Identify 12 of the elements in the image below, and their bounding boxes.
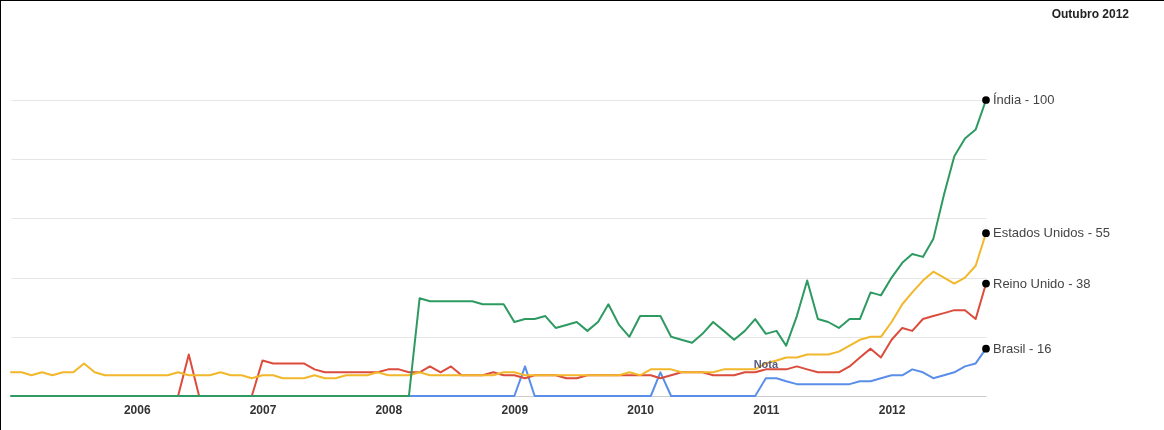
x-tick-label: 2009 [501, 402, 529, 417]
x-tick-label: 2011 [753, 402, 780, 417]
series-label: Brasil - 16 [993, 340, 1052, 356]
series-label: Reino Unido - 38 [993, 275, 1091, 291]
x-tick-label: 2008 [375, 402, 403, 417]
text: Outubro 2012 [1051, 7, 1130, 21]
series-label: Estados Unidos - 55 [993, 225, 1111, 241]
x-tick-label: 2006 [123, 402, 151, 417]
x-tick-label: 2010 [627, 402, 655, 417]
x-tick-label: 2007 [249, 402, 277, 417]
x-tick-label: 2012 [878, 402, 906, 417]
series-label: Índia - 100 [993, 92, 1055, 107]
